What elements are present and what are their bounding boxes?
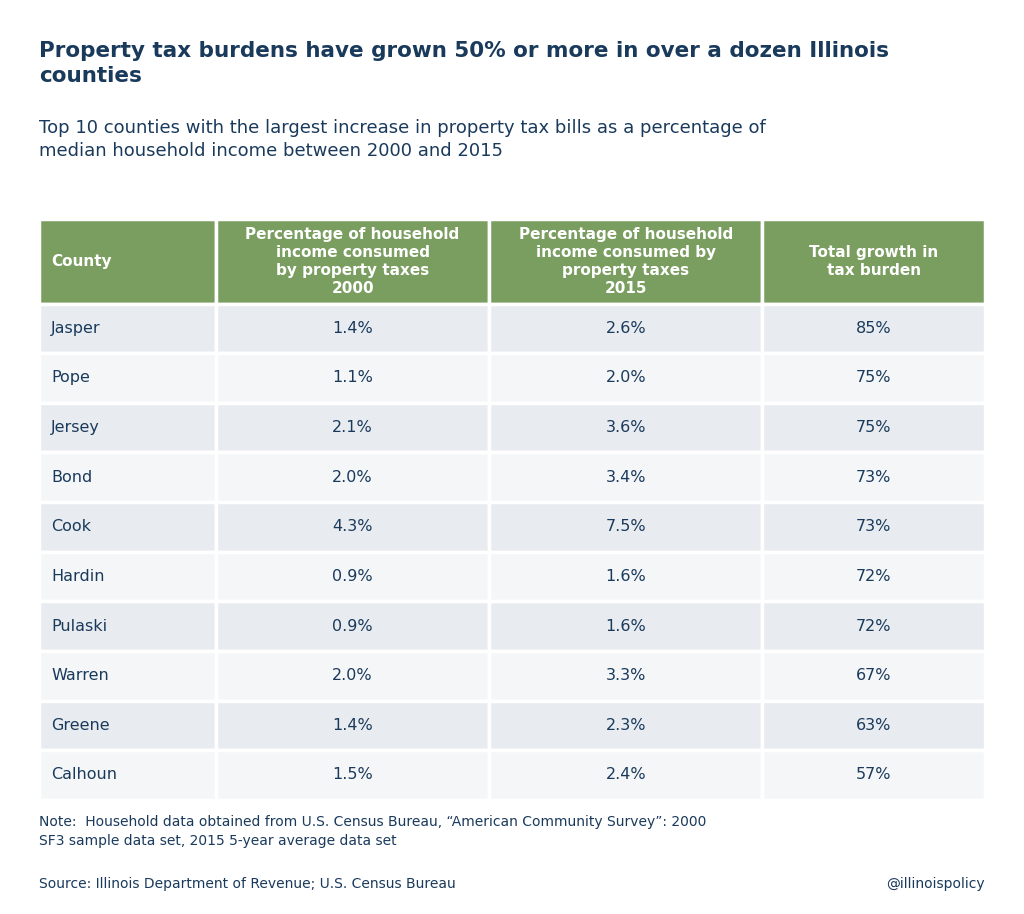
Text: 0.9%: 0.9% <box>333 569 373 584</box>
Text: 3.3%: 3.3% <box>605 668 646 683</box>
Bar <box>39 219 216 303</box>
Bar <box>489 353 763 403</box>
Text: Note:  Household data obtained from U.S. Census Bureau, “American Community Surv: Note: Household data obtained from U.S. … <box>39 815 707 847</box>
Bar <box>489 452 763 502</box>
Bar <box>763 403 985 452</box>
Bar <box>489 502 763 552</box>
Bar <box>39 552 216 601</box>
Text: 75%: 75% <box>856 420 892 435</box>
Bar <box>216 303 489 353</box>
Text: 1.1%: 1.1% <box>332 370 373 386</box>
Bar <box>763 303 985 353</box>
Bar <box>489 700 763 750</box>
Bar <box>39 353 216 403</box>
Bar <box>216 651 489 700</box>
Text: Bond: Bond <box>51 470 92 484</box>
Text: 4.3%: 4.3% <box>333 519 373 535</box>
Text: 1.4%: 1.4% <box>332 717 373 733</box>
Text: Percentage of household
income consumed
by property taxes
2000: Percentage of household income consumed … <box>246 227 460 296</box>
Text: Warren: Warren <box>51 668 109 683</box>
Bar <box>489 552 763 601</box>
Bar <box>39 403 216 452</box>
Bar <box>39 452 216 502</box>
Text: County: County <box>51 254 112 269</box>
Text: 0.9%: 0.9% <box>333 619 373 633</box>
Text: Property tax burdens have grown 50% or more in over a dozen Illinois
counties: Property tax burdens have grown 50% or m… <box>39 41 889 86</box>
Bar <box>489 750 763 800</box>
Text: 2.0%: 2.0% <box>333 470 373 484</box>
Bar <box>39 601 216 651</box>
Text: Cook: Cook <box>51 519 91 535</box>
Bar <box>763 601 985 651</box>
Text: 3.6%: 3.6% <box>605 420 646 435</box>
Bar <box>216 601 489 651</box>
Text: 63%: 63% <box>856 717 892 733</box>
Bar <box>216 403 489 452</box>
Bar <box>39 303 216 353</box>
Text: 67%: 67% <box>856 668 892 683</box>
Bar <box>39 502 216 552</box>
Bar <box>216 452 489 502</box>
Text: 1.4%: 1.4% <box>332 321 373 335</box>
Text: Percentage of household
income consumed by
property taxes
2015: Percentage of household income consumed … <box>519 227 733 296</box>
Text: 1.6%: 1.6% <box>605 619 646 633</box>
Text: 1.5%: 1.5% <box>332 768 373 782</box>
Text: 73%: 73% <box>856 470 892 484</box>
Bar <box>39 750 216 800</box>
Bar <box>39 700 216 750</box>
Bar <box>763 353 985 403</box>
Text: Greene: Greene <box>51 717 110 733</box>
Text: Jersey: Jersey <box>51 420 100 435</box>
Bar <box>763 750 985 800</box>
Bar <box>763 219 985 303</box>
Text: Calhoun: Calhoun <box>51 768 117 782</box>
Text: 2.3%: 2.3% <box>605 717 646 733</box>
Text: Jasper: Jasper <box>51 321 100 335</box>
Text: 73%: 73% <box>856 519 892 535</box>
Text: 72%: 72% <box>856 619 892 633</box>
Bar <box>216 750 489 800</box>
Text: 2.1%: 2.1% <box>332 420 373 435</box>
Text: Pulaski: Pulaski <box>51 619 108 633</box>
Bar <box>489 303 763 353</box>
Bar <box>763 552 985 601</box>
Bar <box>489 601 763 651</box>
Bar <box>489 403 763 452</box>
Bar <box>216 552 489 601</box>
Text: 75%: 75% <box>856 370 892 386</box>
Text: 1.6%: 1.6% <box>605 569 646 584</box>
Bar <box>763 700 985 750</box>
Bar <box>216 502 489 552</box>
Text: 7.5%: 7.5% <box>605 519 646 535</box>
Bar <box>489 651 763 700</box>
Bar <box>763 452 985 502</box>
Text: 72%: 72% <box>856 569 892 584</box>
Text: Pope: Pope <box>51 370 90 386</box>
Bar <box>216 700 489 750</box>
Text: 2.0%: 2.0% <box>605 370 646 386</box>
Text: Source: Illinois Department of Revenue; U.S. Census Bureau: Source: Illinois Department of Revenue; … <box>39 877 456 891</box>
Text: 2.4%: 2.4% <box>605 768 646 782</box>
Bar <box>216 353 489 403</box>
Text: 2.6%: 2.6% <box>605 321 646 335</box>
Bar <box>216 219 489 303</box>
Bar <box>489 219 763 303</box>
Bar <box>763 651 985 700</box>
Text: Hardin: Hardin <box>51 569 104 584</box>
Text: 3.4%: 3.4% <box>605 470 646 484</box>
Bar <box>763 502 985 552</box>
Text: 85%: 85% <box>856 321 892 335</box>
Text: 57%: 57% <box>856 768 892 782</box>
Text: 2.0%: 2.0% <box>333 668 373 683</box>
Text: Top 10 counties with the largest increase in property tax bills as a percentage : Top 10 counties with the largest increas… <box>39 119 766 160</box>
Text: Total growth in
tax burden: Total growth in tax burden <box>809 245 938 278</box>
Text: @illinoispolicy: @illinoispolicy <box>887 877 985 891</box>
Bar <box>39 651 216 700</box>
